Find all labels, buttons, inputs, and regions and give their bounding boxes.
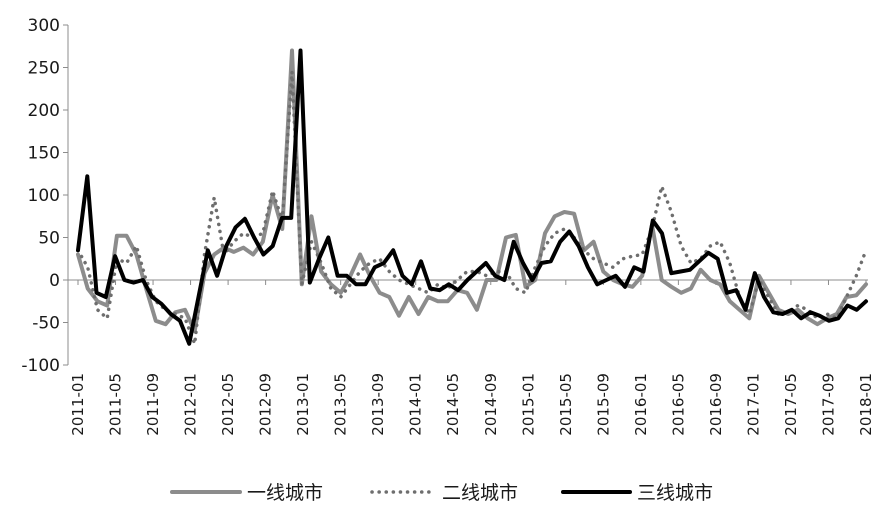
x-tick-label: 2012-09 xyxy=(257,373,275,436)
y-tick-label: 300 xyxy=(28,16,60,36)
x-tick-label: 2012-05 xyxy=(219,373,237,436)
y-tick-label: -50 xyxy=(32,314,60,334)
legend: 一线城市 二线城市 三线城市 xyxy=(170,482,713,504)
x-tick-label: 2011-05 xyxy=(107,373,125,436)
x-tick-label: 2012-01 xyxy=(182,373,200,436)
x-tick-label: 2017-05 xyxy=(782,373,800,436)
x-tick-label: 2014-09 xyxy=(482,373,500,436)
y-tick-label: 50 xyxy=(38,229,60,249)
y-tick-label: -100 xyxy=(21,356,60,376)
y-tick-label: 200 xyxy=(28,101,60,121)
series-line-1 xyxy=(76,48,868,333)
legend-label-1: 一线城市 xyxy=(247,482,323,504)
x-axis: 2011-01 2011-05 2011-09 2012-01 2012-05 2012-… xyxy=(68,279,875,436)
x-tick-label: 2016-01 xyxy=(632,373,650,436)
series-line-2 xyxy=(76,70,868,346)
x-tick-label: 2016-09 xyxy=(707,373,725,436)
y-tick-label: 0 xyxy=(49,271,60,291)
x-tick-label: 2015-05 xyxy=(557,373,575,436)
x-tick-label: 2014-01 xyxy=(407,373,425,436)
y-tick-label: 250 xyxy=(28,59,60,79)
legend-label-2: 二线城市 xyxy=(442,482,518,504)
plot-area xyxy=(76,48,868,346)
x-tick-label: 2014-05 xyxy=(444,373,462,436)
x-tick-label: 2011-01 xyxy=(69,373,87,436)
legend-label-3: 三线城市 xyxy=(637,482,713,504)
x-tick-label: 2017-01 xyxy=(744,373,762,436)
x-tick-label: 2013-05 xyxy=(332,373,350,436)
x-tick-label: 2013-01 xyxy=(294,373,312,436)
x-tick-label: 2016-05 xyxy=(669,373,687,436)
x-tick-label: 2015-01 xyxy=(519,373,537,436)
y-tick-label: 100 xyxy=(28,186,60,206)
x-tick-label: 2015-09 xyxy=(594,373,612,436)
series-line-3 xyxy=(76,48,868,346)
x-tick-label: 2017-09 xyxy=(819,373,837,436)
x-tick-label: 2011-09 xyxy=(144,373,162,436)
y-tick-label: 150 xyxy=(28,144,60,164)
x-tick-label: 2018-01 xyxy=(857,373,875,436)
y-axis: 300 250 200 150 100 50 0 -50 -100 xyxy=(21,16,69,376)
x-tick-label: 2013-09 xyxy=(369,373,387,436)
